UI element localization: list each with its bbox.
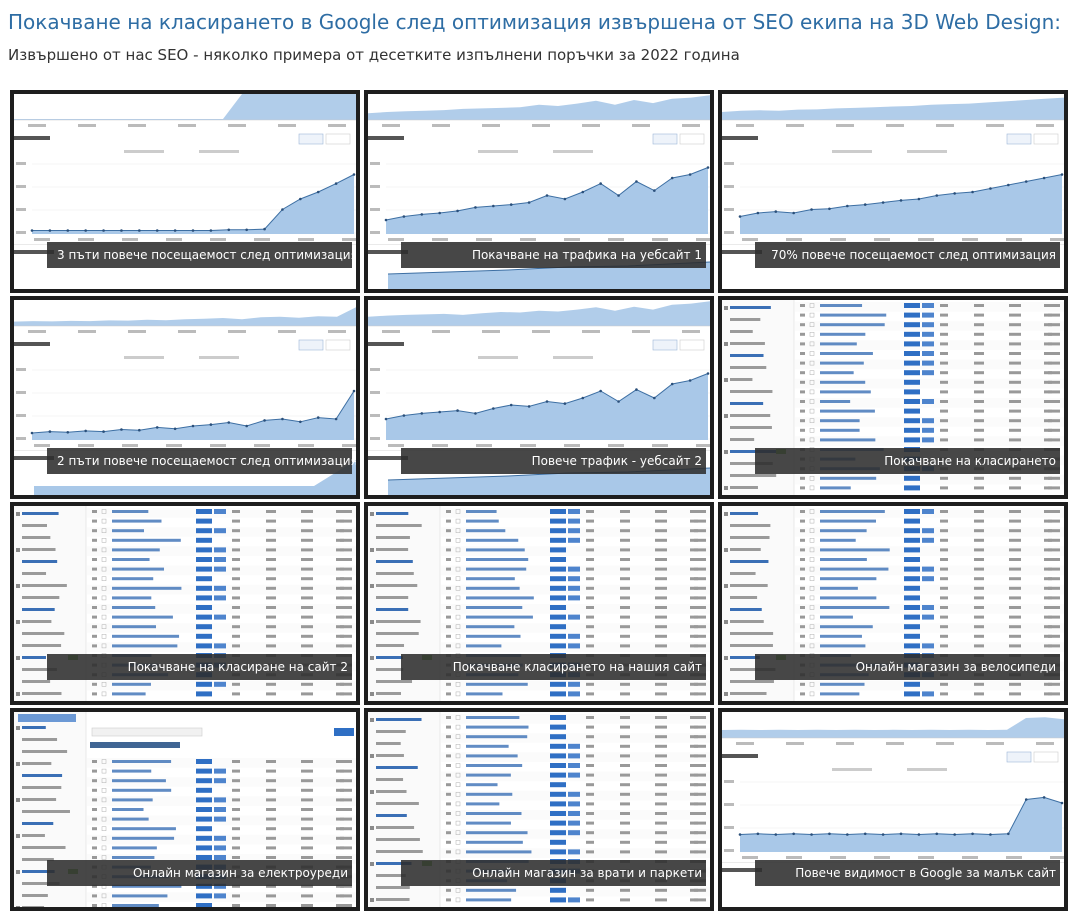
page-title: Покачване на класирането в Google след о…: [8, 10, 1062, 34]
gallery-tile[interactable]: Онлайн магазин за електроуреди: [10, 708, 360, 911]
gallery-tile[interactable]: Покачване на класиране на сайт 2: [10, 502, 360, 705]
tile-caption: 70% повече посещаемост след оптимизация: [755, 242, 1060, 268]
gallery-tile[interactable]: Покачване на трафика на уебсайт 1: [364, 90, 714, 293]
tile-caption: Покачване на трафика на уебсайт 1: [401, 242, 706, 268]
tile-caption: Повече трафик - уебсайт 2: [401, 448, 706, 474]
tile-caption: Покачване на класиране на сайт 2: [47, 654, 352, 680]
screenshot-gallery: 3 пъти повече посещаемост след оптимизац…: [10, 90, 1068, 911]
page-subtitle: Извършено от нас SEO - няколко примера о…: [8, 46, 740, 64]
tile-caption: Онлайн магазин за електроуреди: [47, 860, 352, 886]
tile-caption: Покачване класирането на нашия сайт: [401, 654, 706, 680]
gallery-tile[interactable]: 70% повече посещаемост след оптимизация: [718, 90, 1068, 293]
tile-caption: Онлайн магазин за велосипеди: [755, 654, 1060, 680]
tile-caption: 3 пъти повече посещаемост след оптимизац…: [47, 242, 356, 268]
tile-caption: Повече видимост в Google за малък сайт: [755, 860, 1060, 886]
gallery-tile[interactable]: Покачване класирането на нашия сайт: [364, 502, 714, 705]
gallery-tile[interactable]: Повече видимост в Google за малък сайт: [718, 708, 1068, 911]
gallery-tile[interactable]: 3 пъти повече посещаемост след оптимизац…: [10, 90, 360, 293]
gallery-tile[interactable]: Покачване на класирането: [718, 296, 1068, 499]
gallery-tile[interactable]: Повече трафик - уебсайт 2: [364, 296, 714, 499]
tile-caption: Покачване на класирането: [755, 448, 1060, 474]
gallery-tile[interactable]: Онлайн магазин за врати и паркети: [364, 708, 714, 911]
gallery-tile[interactable]: Онлайн магазин за велосипеди: [718, 502, 1068, 705]
gallery-tile[interactable]: 2 пъти повече посещаемост след оптимизац…: [10, 296, 360, 499]
tile-caption: 2 пъти повече посещаемост след оптимизац…: [47, 448, 356, 474]
tile-caption: Онлайн магазин за врати и паркети: [401, 860, 706, 886]
